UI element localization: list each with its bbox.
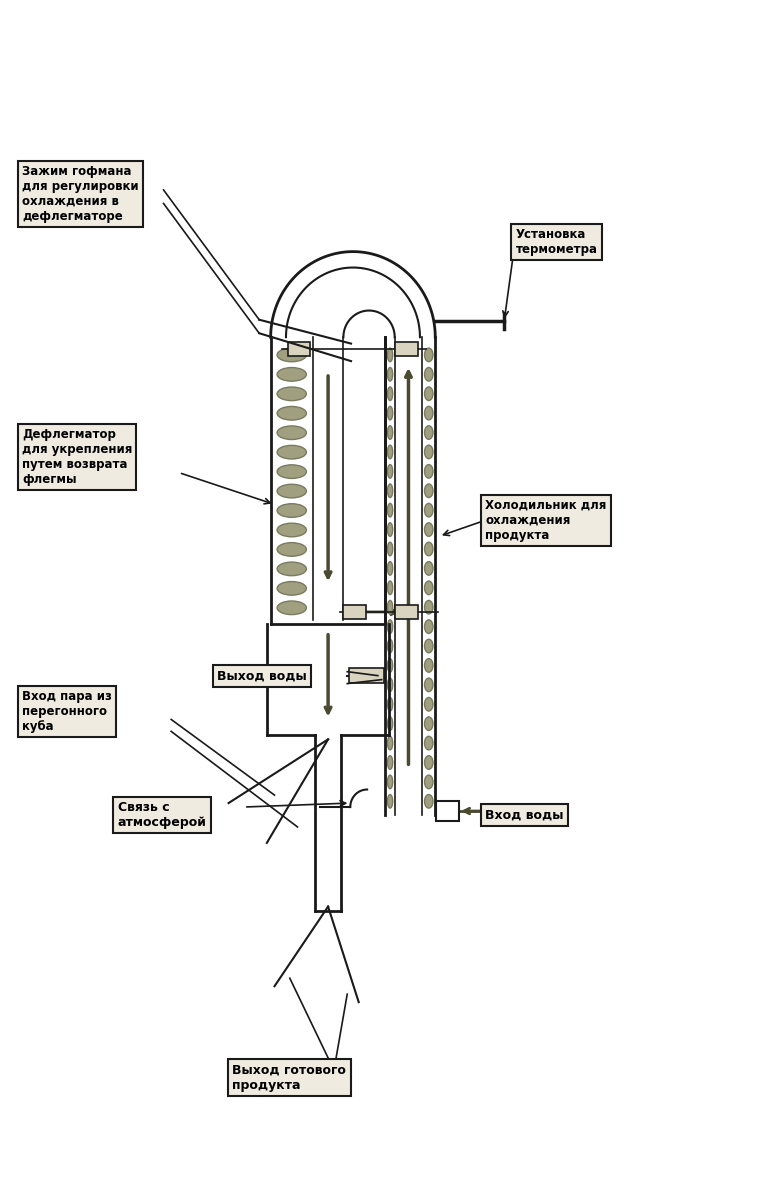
- Ellipse shape: [425, 445, 433, 458]
- Ellipse shape: [425, 523, 433, 536]
- Ellipse shape: [388, 756, 392, 769]
- Ellipse shape: [388, 503, 392, 517]
- Ellipse shape: [277, 485, 306, 498]
- Ellipse shape: [425, 659, 433, 672]
- Ellipse shape: [388, 542, 392, 556]
- Ellipse shape: [388, 386, 392, 401]
- Text: Дефлегматор
для укрепления
путем возврата
флегмы: Дефлегматор для укрепления путем возврат…: [22, 427, 133, 486]
- Ellipse shape: [425, 600, 433, 614]
- Text: Связь с
атмосферой: Связь с атмосферой: [118, 802, 207, 829]
- Ellipse shape: [277, 601, 306, 614]
- FancyBboxPatch shape: [395, 342, 418, 356]
- Ellipse shape: [425, 386, 433, 401]
- FancyBboxPatch shape: [288, 342, 311, 356]
- Ellipse shape: [388, 659, 392, 672]
- Ellipse shape: [277, 464, 306, 479]
- FancyBboxPatch shape: [349, 668, 384, 683]
- Ellipse shape: [425, 794, 433, 808]
- Ellipse shape: [388, 523, 392, 536]
- Ellipse shape: [425, 678, 433, 691]
- Ellipse shape: [277, 407, 306, 420]
- Ellipse shape: [388, 348, 392, 361]
- FancyBboxPatch shape: [436, 800, 459, 821]
- Ellipse shape: [388, 484, 392, 498]
- Ellipse shape: [425, 542, 433, 556]
- FancyBboxPatch shape: [343, 605, 366, 619]
- Ellipse shape: [277, 582, 306, 595]
- Ellipse shape: [388, 620, 392, 634]
- Ellipse shape: [277, 388, 306, 401]
- Ellipse shape: [425, 716, 433, 731]
- Text: Вход воды: Вход воды: [485, 809, 564, 822]
- Ellipse shape: [425, 620, 433, 634]
- Ellipse shape: [388, 367, 392, 382]
- Ellipse shape: [425, 426, 433, 439]
- Ellipse shape: [425, 503, 433, 517]
- Ellipse shape: [425, 640, 433, 653]
- Ellipse shape: [425, 348, 433, 361]
- Text: Выход готового
продукта: Выход готового продукта: [232, 1063, 346, 1092]
- Ellipse shape: [425, 756, 433, 769]
- Ellipse shape: [425, 367, 433, 382]
- Ellipse shape: [388, 600, 392, 614]
- Ellipse shape: [388, 678, 392, 691]
- Ellipse shape: [425, 737, 433, 750]
- Ellipse shape: [277, 426, 306, 439]
- Ellipse shape: [277, 367, 306, 382]
- Text: Вход пара из
перегонного
куба: Вход пара из перегонного куба: [22, 690, 112, 733]
- Ellipse shape: [277, 542, 306, 557]
- Ellipse shape: [388, 407, 392, 420]
- Ellipse shape: [388, 464, 392, 478]
- Text: Установка
термометра: Установка термометра: [516, 228, 598, 256]
- Ellipse shape: [425, 775, 433, 788]
- Ellipse shape: [388, 737, 392, 750]
- Ellipse shape: [277, 504, 306, 517]
- Ellipse shape: [388, 794, 392, 808]
- Ellipse shape: [388, 716, 392, 731]
- Ellipse shape: [425, 581, 433, 595]
- Ellipse shape: [388, 775, 392, 788]
- Ellipse shape: [425, 407, 433, 420]
- Ellipse shape: [388, 426, 392, 439]
- Ellipse shape: [425, 697, 433, 712]
- Ellipse shape: [425, 484, 433, 498]
- Ellipse shape: [388, 581, 392, 595]
- Ellipse shape: [388, 697, 392, 712]
- Text: Холодильник для
охлаждения
продукта: Холодильник для охлаждения продукта: [485, 499, 606, 542]
- FancyBboxPatch shape: [395, 605, 418, 619]
- Ellipse shape: [425, 562, 433, 575]
- Ellipse shape: [388, 562, 392, 575]
- Ellipse shape: [277, 523, 306, 536]
- Ellipse shape: [277, 445, 306, 458]
- Ellipse shape: [388, 445, 392, 458]
- Text: Зажим гофмана
для регулировки
охлаждения в
дефлегматоре: Зажим гофмана для регулировки охлаждения…: [22, 164, 139, 223]
- Ellipse shape: [425, 464, 433, 478]
- Ellipse shape: [277, 348, 306, 361]
- Ellipse shape: [277, 562, 306, 576]
- Text: Выход воды: Выход воды: [217, 670, 307, 682]
- Ellipse shape: [388, 640, 392, 653]
